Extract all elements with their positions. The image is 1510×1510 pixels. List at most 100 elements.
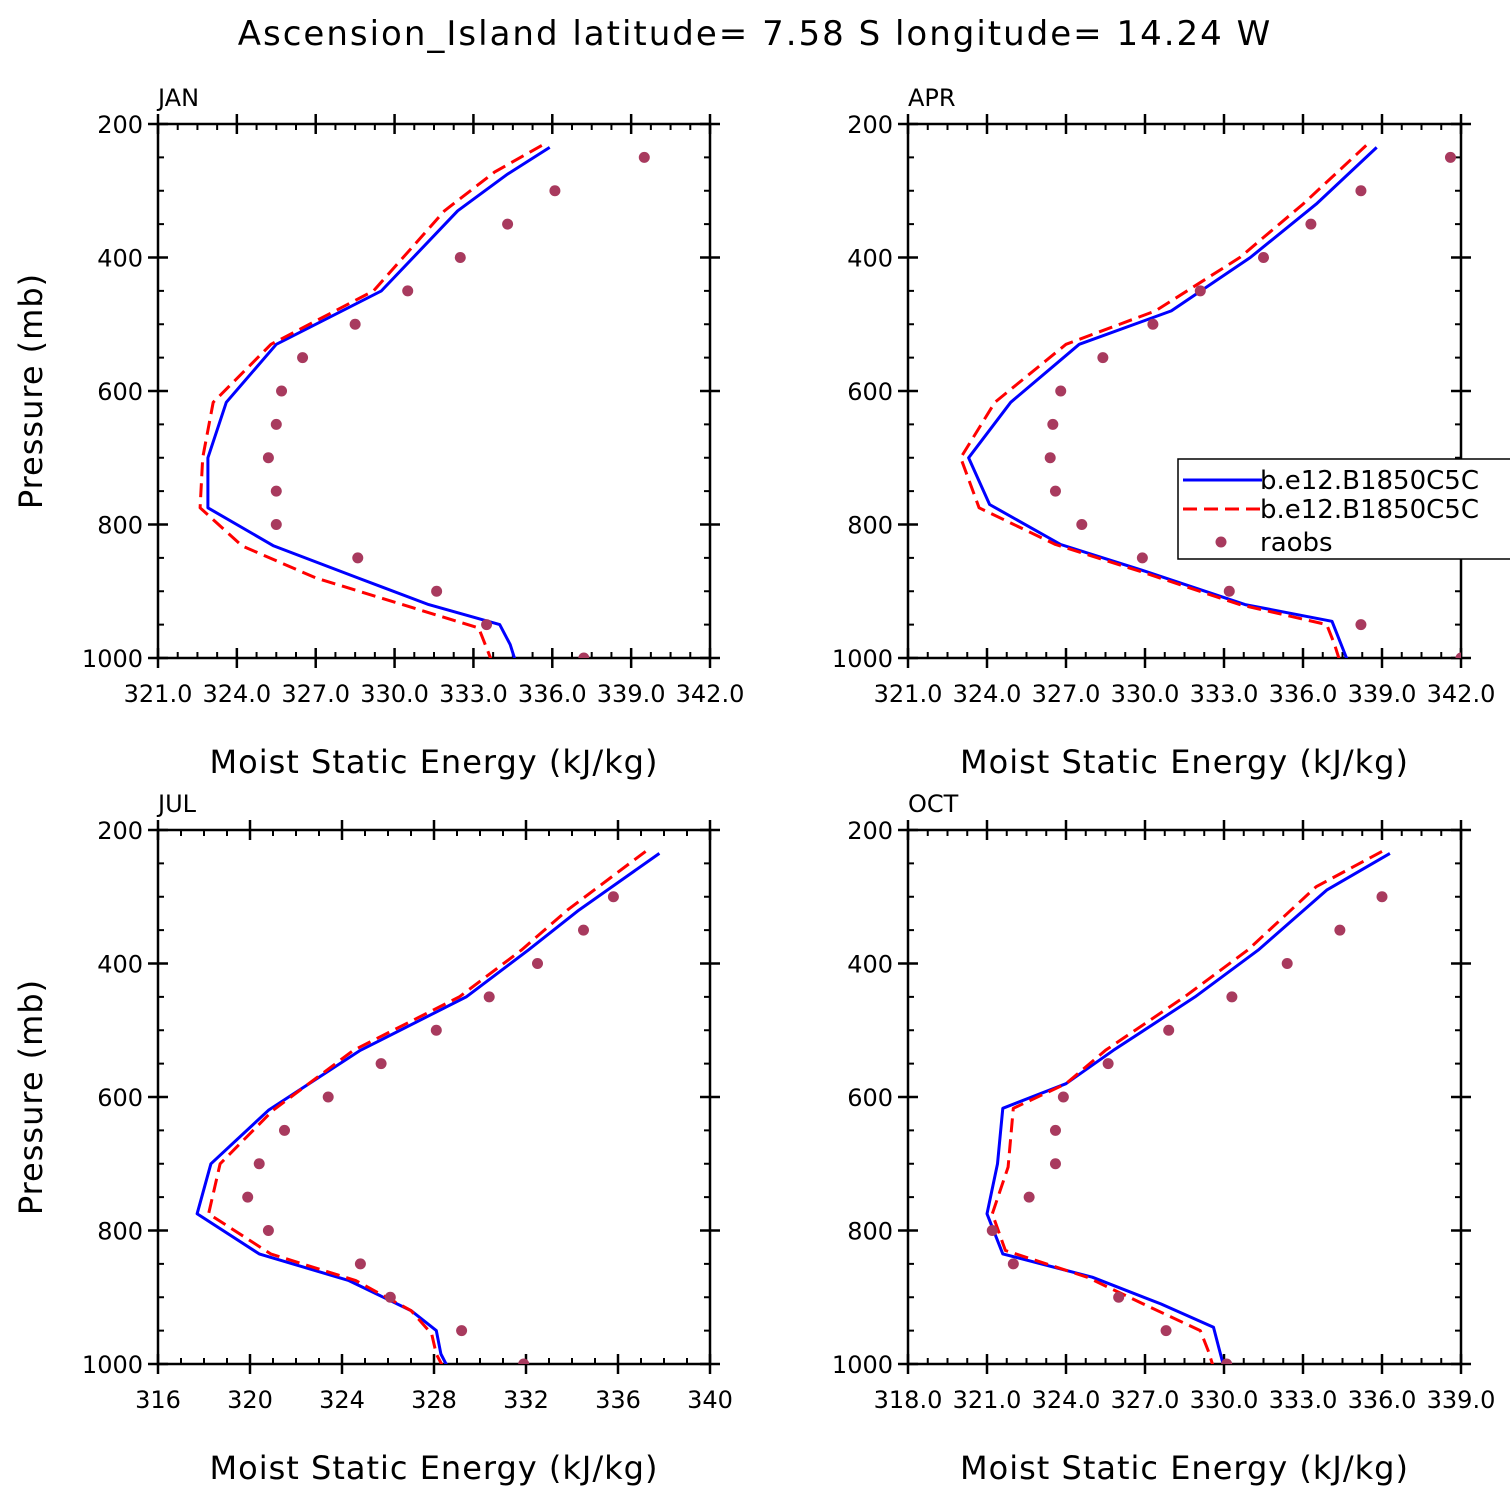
panels-group: JAN 200 400 600 800 1000 321.0 324.0 327.0 330.0 3… [12, 84, 1495, 1487]
raobs-point [402, 285, 414, 297]
raobs-point [1221, 1358, 1233, 1364]
x-tick-label: 339.0 [597, 680, 666, 708]
legend-marker-raobs [1215, 536, 1227, 548]
plot-frame [156, 122, 712, 660]
raobs-point [1376, 891, 1388, 903]
raobs-point [1223, 585, 1235, 597]
series-line-blue-solid [195, 852, 661, 1364]
x-tick-label: 336 [595, 1386, 641, 1414]
raobs-point [1355, 185, 1367, 197]
x-tick-label: 332 [503, 1386, 549, 1414]
y-tick-label: 200 [847, 817, 893, 845]
x-tick-label: 330.0 [1111, 680, 1180, 708]
raobs-point [1049, 1158, 1061, 1170]
panel-jul: JUL 200 400 600 800 1000 316 320 324 328 332 336 340… [12, 790, 733, 1487]
raobs-point [375, 1058, 387, 1070]
panel-oct: OCT 200 400 600 800 1000 318.0 321.0 324.0 327.0 3… [832, 790, 1495, 1487]
data-layer [195, 850, 661, 1364]
series-line-red-dashed [207, 850, 647, 1364]
raobs-point [1226, 991, 1238, 1003]
y-tick-label: 1000 [832, 645, 893, 673]
raobs-point [1097, 352, 1109, 364]
raobs-point [349, 318, 361, 330]
raobs-point [532, 958, 543, 969]
raobs-point [1147, 318, 1159, 330]
y-tick-label: 200 [847, 111, 893, 139]
raobs-point [607, 891, 619, 903]
x-tick-label: 342.0 [676, 680, 745, 708]
raobs-point [1163, 1024, 1175, 1036]
y-tick-label: 1000 [82, 645, 143, 673]
x-tick-label: 339.0 [1348, 680, 1417, 708]
y-tick-label: 200 [97, 111, 143, 139]
x-tick-label: 333.0 [439, 680, 508, 708]
series-line-red-dashed [990, 850, 1383, 1364]
raobs-point [270, 418, 282, 430]
raobs-point [1049, 1124, 1061, 1136]
x-tick-label: 318.0 [874, 1386, 943, 1414]
raobs-point [253, 1158, 265, 1170]
y-tick-label: 400 [847, 951, 893, 979]
y-tick-label: 800 [847, 1218, 893, 1246]
raobs-point [1258, 252, 1269, 263]
y-tick-label: 400 [97, 951, 143, 979]
raobs-point [1194, 285, 1206, 297]
y-tick-label: 1000 [82, 1351, 143, 1379]
x-tick-label: 320 [227, 1386, 273, 1414]
raobs-point [1334, 924, 1346, 936]
raobs-point [242, 1191, 254, 1203]
raobs-point [352, 552, 364, 564]
raobs-point [578, 652, 590, 658]
x-tick-label: 342.0 [1427, 680, 1496, 708]
y-tick-label: 800 [97, 512, 143, 540]
series-line-blue-solid [967, 146, 1378, 658]
legend-label: raobs [1260, 528, 1333, 558]
x-axis-title: Moist Static Energy (kJ/kg) [210, 743, 659, 781]
x-tick-label: 340 [687, 1386, 733, 1414]
x-tick-label: 330.0 [1190, 1386, 1259, 1414]
x-axis-title: Moist Static Energy (kJ/kg) [960, 1449, 1409, 1487]
raobs-point [502, 218, 514, 230]
y-tick-label: 600 [847, 1084, 893, 1112]
y-tick-label: 800 [847, 512, 893, 540]
x-tick-label: 324.0 [953, 680, 1022, 708]
raobs-point [431, 585, 443, 597]
x-tick-label: 336.0 [1348, 1386, 1417, 1414]
panel-label: APR [908, 84, 956, 112]
y-axis-title: Pressure (mb) [12, 273, 50, 509]
x-tick-label: 321.0 [953, 1386, 1022, 1414]
raobs-point [481, 619, 493, 631]
y-tick-label: 400 [847, 245, 893, 273]
x-tick-label: 336.0 [1269, 680, 1338, 708]
raobs-point [518, 1358, 530, 1364]
raobs-point [456, 1325, 468, 1337]
y-axis-title: Pressure (mb) [12, 979, 50, 1215]
x-tick-label: 336.0 [518, 680, 587, 708]
raobs-point [354, 1258, 366, 1270]
panel-label: JUL [156, 790, 197, 818]
series-line-red-dashed [198, 144, 543, 658]
raobs-point [279, 1124, 290, 1136]
x-tick-label: 327.0 [281, 680, 350, 708]
raobs-point [1444, 151, 1456, 163]
raobs-point [1057, 1091, 1069, 1103]
y-tick-label: 1000 [832, 1351, 893, 1379]
raobs-point [1136, 552, 1148, 564]
x-tick-label: 321.0 [124, 680, 193, 708]
raobs-point [1455, 652, 1461, 658]
legend-label: b.e12.B1850C5C [1260, 466, 1479, 496]
raobs-point [1113, 1291, 1125, 1303]
y-tick-label: 800 [97, 1218, 143, 1246]
raobs-point [638, 151, 650, 163]
raobs-point [262, 1225, 274, 1236]
raobs-point [1047, 418, 1059, 430]
x-axis-title: Moist Static Energy (kJ/kg) [210, 1449, 659, 1487]
raobs-point [322, 1091, 334, 1103]
raobs-point [1355, 619, 1367, 631]
raobs-point [1102, 1058, 1114, 1070]
x-tick-label: 324.0 [202, 680, 271, 708]
x-tick-label: 328 [411, 1386, 457, 1414]
raobs-point [1055, 385, 1067, 397]
raobs-point [1007, 1258, 1019, 1270]
